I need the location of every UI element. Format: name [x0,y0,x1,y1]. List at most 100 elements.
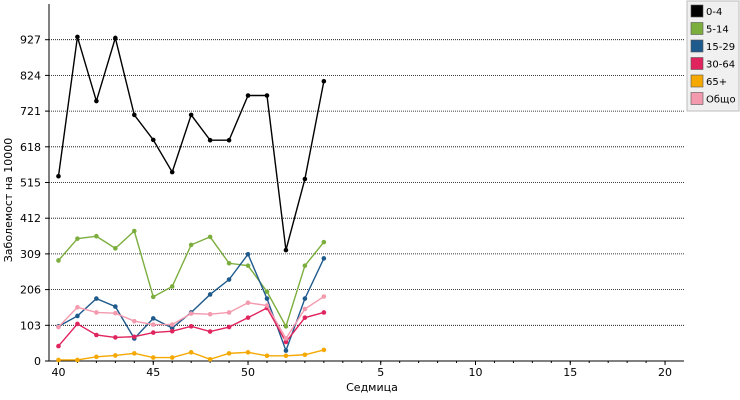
data-point [283,353,289,359]
data-point [321,347,327,353]
data-point [283,339,289,345]
data-point [245,251,251,257]
data-point [207,137,213,143]
y-tick-label: 412 [20,212,41,225]
data-point [75,357,80,363]
legend-label: Общо [706,95,736,106]
y-tick-label: 721 [20,105,41,118]
data-point [150,137,156,143]
data-point [321,256,327,261]
data-point [131,351,137,356]
legend-item: 0-4 [690,4,722,18]
data-point [245,93,251,98]
legend: 0-4 5-14 15-29 30-64 65+ Общо [686,0,740,112]
series-lines [56,34,327,363]
data-point [113,335,118,340]
x-axis-label: Седмица [346,381,398,394]
data-point [207,292,213,297]
data-point [302,296,308,301]
data-point [94,310,99,315]
data-point [113,353,118,358]
data-point [321,78,327,84]
data-point [131,334,137,340]
legend-label: 5-14 [706,25,729,36]
y-tick-labels: 0 103 206 309 412 515 618 721 824 927 [20,34,49,368]
data-point [264,303,270,308]
data-point [94,354,99,360]
data-point [131,228,137,234]
data-point [56,357,61,363]
data-point [226,137,232,143]
y-axis-label: Заболемост на 10000 [2,138,15,263]
data-point [207,311,213,317]
data-point [245,350,251,355]
data-point [283,336,289,341]
data-point [75,313,80,319]
data-point [150,330,156,335]
series-0-4 [56,34,327,253]
x-tick-label: 10 [468,366,482,379]
y-tick-label: 0 [34,355,41,368]
data-point [113,304,118,309]
y-tick-label: 206 [20,284,41,297]
data-point [283,324,289,329]
legend-label: 65+ [706,77,727,88]
legend-swatch [690,4,704,18]
data-point [56,258,61,263]
data-point [150,355,156,360]
data-point [188,242,194,248]
y-tick-label: 103 [20,319,41,332]
y-tick-label: 927 [20,34,41,47]
data-point [302,176,308,182]
data-point [56,324,61,330]
data-point [75,304,80,310]
y-tick-label: 309 [20,248,41,261]
legend-swatch [690,22,704,35]
data-point [75,34,80,40]
data-point [283,348,289,353]
x-tick-labels: 40 45 50 5 10 15 20 [51,361,672,379]
data-point [113,35,118,41]
legend-swatch [690,39,704,53]
y-tick-label: 515 [20,177,41,190]
data-point [207,356,213,362]
data-point [188,350,194,355]
legend-swatch [690,57,704,70]
legend-label: 30-64 [706,60,735,71]
legend-item: 30-64 [690,57,735,71]
data-point [226,351,232,356]
data-point [264,93,270,98]
legend-item: 65+ [690,74,727,88]
data-point [226,310,232,315]
data-point [302,263,308,268]
data-point [94,332,99,338]
series-30-64 [56,305,327,349]
data-point [245,315,251,320]
data-point [245,263,251,268]
data-point [75,236,80,241]
data-point [321,294,327,299]
series-65+ [56,347,327,363]
legend-item: 15-29 [690,39,735,53]
data-point [150,294,156,300]
data-point [169,328,175,334]
data-point [113,310,118,316]
x-tick-label: 20 [658,366,672,379]
legend-label: 15-29 [706,42,735,53]
data-point [94,233,99,239]
data-point [226,277,232,282]
data-point [302,306,308,312]
x-tick-label: 50 [241,366,255,379]
data-point [264,353,270,359]
x-tick-label: 40 [51,366,65,379]
data-point [245,300,251,306]
data-point [169,322,175,327]
data-point [321,310,327,315]
legend-swatch [690,74,704,88]
data-point [169,284,175,289]
data-point [169,169,175,175]
data-point [264,289,270,294]
data-point [283,247,289,253]
data-point [131,318,137,324]
